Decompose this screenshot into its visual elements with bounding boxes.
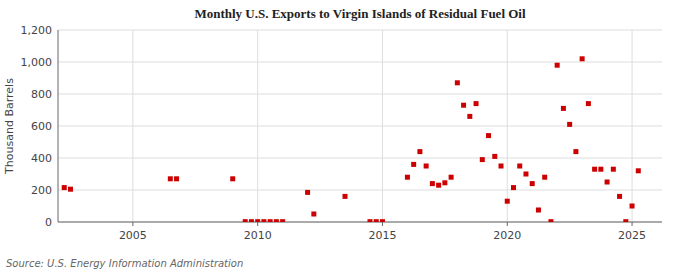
point (605, 180, 610, 185)
point (374, 219, 379, 222)
point (261, 219, 266, 222)
point (305, 190, 310, 195)
point (480, 157, 485, 162)
point (62, 185, 67, 190)
point (536, 208, 541, 213)
x-tick (632, 222, 633, 226)
point (530, 181, 535, 186)
point (280, 219, 285, 222)
y-tick-label: 400 (31, 152, 52, 165)
x-tick (132, 222, 133, 226)
x-grid-line (257, 30, 258, 222)
x-tick-label: 2020 (493, 229, 521, 242)
x-tick (507, 222, 508, 226)
point (567, 122, 572, 127)
points (62, 56, 641, 222)
point (580, 56, 585, 61)
point (461, 103, 466, 108)
point (411, 162, 416, 167)
point (436, 183, 441, 188)
point (405, 175, 410, 180)
x-grid-line (132, 30, 133, 222)
x-grid-line (382, 30, 383, 222)
y-axis-label: Thousand Barrels (3, 78, 16, 175)
point (499, 164, 504, 169)
point (630, 204, 635, 209)
y-tick-label: 0 (45, 216, 52, 229)
x-axis-line (58, 222, 662, 223)
point (467, 114, 472, 119)
point (492, 154, 497, 159)
y-grid-line (58, 190, 662, 191)
source-note: Source: U.S. Energy Information Administ… (6, 258, 243, 269)
point (449, 175, 454, 180)
title: Monthly U.S. Exports to Virgin Islands o… (194, 6, 526, 21)
y-grid-line (58, 158, 662, 159)
y-grid-line (58, 30, 662, 31)
point (417, 149, 422, 154)
point (380, 219, 385, 222)
point (511, 185, 516, 190)
y-tick-label: 1,200 (21, 24, 53, 37)
point (474, 101, 479, 106)
y-tick-label: 800 (31, 88, 52, 101)
y-tick-label: 600 (31, 120, 52, 133)
point (455, 80, 460, 85)
y-grid-line (58, 62, 662, 63)
point (586, 101, 591, 106)
point (274, 219, 279, 222)
point (573, 149, 578, 154)
point (367, 219, 372, 222)
x-grid-line (632, 30, 633, 222)
point (617, 194, 622, 199)
y-grid-line (58, 94, 662, 95)
x-tick-label: 2015 (368, 229, 396, 242)
point (430, 181, 435, 186)
point (611, 167, 616, 172)
point (505, 199, 510, 204)
point (517, 164, 522, 169)
point (268, 219, 273, 222)
x-grid-line (507, 30, 508, 222)
point (598, 167, 603, 172)
point (623, 219, 628, 222)
point (249, 219, 254, 222)
y-grid-line (58, 222, 662, 223)
chart: 0 200 400 600 800 1,000 1,200 2005 2010 2015 2020 2… (0, 0, 675, 275)
point (174, 176, 179, 181)
point (592, 167, 597, 172)
point (424, 164, 429, 169)
point (230, 176, 235, 181)
x-tick-label: 2005 (119, 229, 147, 242)
y-tick-label: 1,000 (21, 56, 53, 69)
point (548, 219, 553, 222)
point (636, 168, 641, 173)
point (343, 194, 348, 199)
point (555, 63, 560, 68)
point (68, 187, 73, 192)
x-tick (257, 222, 258, 226)
point (542, 175, 547, 180)
y-axis-line (58, 30, 59, 222)
x-tick-label: 2010 (244, 229, 272, 242)
grid (58, 30, 662, 222)
point (442, 180, 447, 185)
point (486, 133, 491, 138)
point (311, 212, 316, 217)
y-tick-label: 200 (31, 184, 52, 197)
point (561, 106, 566, 111)
point (243, 219, 248, 222)
x-tick (382, 222, 383, 226)
point (168, 176, 173, 181)
point (523, 172, 528, 177)
point (255, 219, 260, 222)
x-tick-label: 2025 (618, 229, 646, 242)
